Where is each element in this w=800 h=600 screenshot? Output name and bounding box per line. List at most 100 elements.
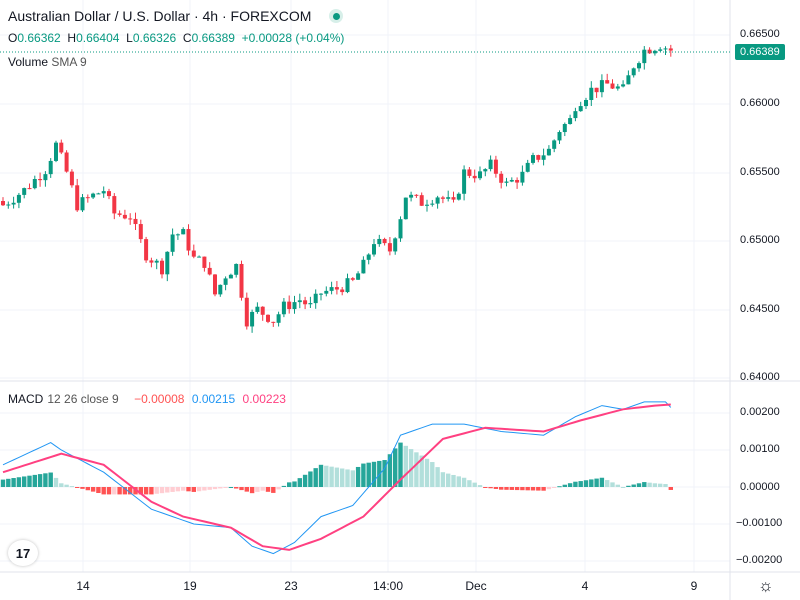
candle-body — [144, 239, 149, 261]
macd-hist-value: −0.00008 — [134, 392, 185, 406]
ohlc-legend: O0.66362 H0.66404 L0.66326 C0.66389 +0.0… — [8, 31, 345, 45]
macd-histogram-bar — [642, 482, 647, 487]
high-value: 0.66404 — [76, 31, 120, 45]
macd-histogram-bar — [302, 474, 308, 487]
price-tick: 0.65500 — [740, 166, 780, 178]
macd-histogram-bar — [27, 475, 32, 487]
macd-histogram-bar — [276, 487, 281, 490]
symbol-title[interactable]: Australian Dollar / U.S. Dollar · 4h · F… — [8, 8, 312, 24]
tradingview-logo[interactable]: 17 — [8, 540, 38, 566]
macd-histogram-bar — [191, 487, 196, 492]
candle-body — [287, 301, 292, 310]
candle-body — [626, 75, 631, 85]
candle-body — [64, 152, 69, 172]
macd-histogram-bar — [393, 448, 398, 487]
candle-body — [377, 238, 382, 245]
candle-body — [260, 306, 265, 315]
candle-body — [308, 303, 313, 305]
time-tick: Dec — [465, 579, 487, 593]
candle-body — [133, 218, 138, 225]
macd-histogram-bar — [530, 487, 536, 491]
macd-histogram-bar — [366, 462, 371, 487]
candle-body — [319, 293, 323, 295]
macd-histogram-bar — [514, 487, 520, 491]
candle-body — [43, 174, 48, 181]
candle-body — [409, 194, 414, 198]
candle-body — [515, 179, 520, 183]
macd-histogram-bar — [567, 483, 573, 487]
candle-body — [393, 238, 398, 252]
candle-body — [138, 224, 143, 240]
macd-histogram-bar — [605, 480, 610, 487]
macd-histogram-bar — [541, 487, 546, 491]
macd-histogram-bar — [128, 487, 133, 495]
macd-histogram-bar — [143, 487, 149, 495]
macd-histogram-bar — [223, 487, 228, 488]
macd-histogram-bar — [75, 487, 80, 488]
macd-histogram-bar — [371, 461, 377, 487]
candle-body — [493, 159, 498, 174]
change-value: +0.00028 (+0.04%) — [241, 31, 345, 45]
macd-histogram-bar — [260, 487, 265, 491]
candle-body — [75, 185, 80, 211]
candle-body — [387, 243, 392, 252]
macd-histogram-bar — [424, 458, 430, 487]
macd-histogram-bar — [636, 483, 642, 487]
time-tick: 14:00 — [372, 579, 404, 593]
candle-body — [197, 256, 202, 258]
macd-histogram-bar — [90, 487, 96, 492]
candle-body — [414, 194, 419, 196]
macd-histogram-bar — [287, 482, 292, 487]
macd-histogram-bar — [668, 487, 673, 490]
macd-histogram-bar — [599, 477, 605, 487]
candle-body — [32, 179, 37, 189]
macd-histogram-bar — [69, 486, 75, 488]
candle-body — [244, 297, 249, 327]
candle-body — [128, 218, 133, 220]
candle-body — [202, 256, 207, 268]
macd-tick: 0.00100 — [740, 443, 780, 455]
candle-body — [552, 140, 557, 149]
settings-gear-icon[interactable]: ☼ — [758, 576, 774, 595]
candle-body — [584, 99, 588, 107]
macd-histogram-bar — [154, 487, 159, 494]
candle-body — [255, 306, 260, 312]
macd-histogram-bar — [610, 482, 615, 487]
candle-body — [96, 193, 101, 195]
candle-body — [85, 197, 90, 199]
candle-body — [663, 48, 668, 50]
candle-body — [324, 290, 329, 294]
macd-histogram-bar — [594, 478, 599, 487]
macd-histogram-bar — [414, 452, 419, 487]
candle-body — [149, 260, 154, 263]
macd-histogram-bar — [122, 487, 128, 495]
candle-body — [631, 68, 636, 76]
candle-body — [531, 155, 535, 163]
macd-histogram-bar — [456, 476, 461, 487]
market-status-icon[interactable] — [329, 9, 344, 23]
macd-histogram-bar — [435, 467, 440, 487]
macd-histogram-bar — [488, 487, 493, 489]
candle-body — [234, 263, 239, 275]
candle-body — [107, 191, 111, 197]
macd-histogram-bar — [101, 487, 106, 495]
candle-body — [658, 49, 663, 51]
candle-body — [117, 213, 122, 215]
volume-legend[interactable]: Volume SMA 9 — [8, 55, 87, 69]
candle-body — [356, 273, 361, 280]
candle-body — [425, 204, 429, 206]
macd-histogram-bar — [170, 487, 175, 492]
macd-histogram-bar — [334, 467, 340, 487]
macd-histogram-bar — [281, 485, 287, 487]
candle-body — [223, 278, 228, 285]
price-tick: 0.66500 — [740, 28, 780, 40]
candle-body — [504, 181, 509, 183]
candle-body — [488, 159, 493, 170]
macd-legend[interactable]: MACD 12 26 close 9 −0.00008 0.00215 0.002… — [8, 392, 286, 406]
candle-body — [27, 188, 32, 190]
candle-body — [467, 169, 472, 176]
macd-histogram-bar — [557, 486, 562, 488]
macd-histogram-bar — [244, 487, 249, 492]
macd-histogram-bar — [255, 487, 260, 492]
